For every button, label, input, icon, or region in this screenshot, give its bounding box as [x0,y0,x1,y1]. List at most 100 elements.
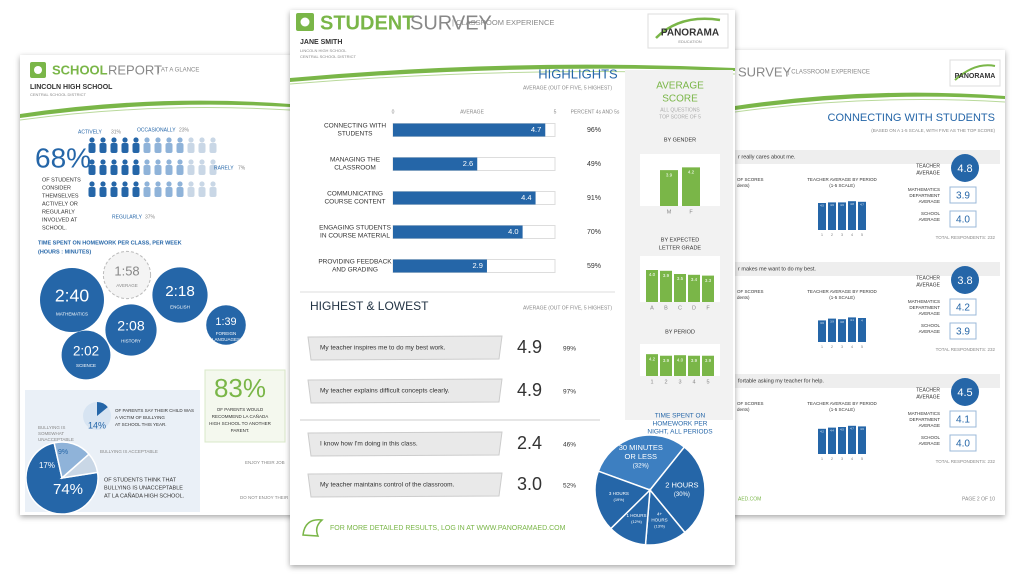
big-stat: 83% [214,373,266,403]
pie-label: 1 HOURS [626,513,646,518]
person-head [199,181,205,187]
district-name: CENTRAL SCHOOL DISTRICT [30,92,86,97]
bar [646,270,658,302]
bar [660,270,672,302]
sidebar-sub: TOP SCORE OF 5 [659,114,701,120]
score-label: SCHOOL [921,323,941,328]
person-head [210,159,216,165]
person-body [154,143,162,153]
score-box [949,322,977,340]
stat-text: CONSIDER [42,185,71,191]
stat-text: OF STUDENTS THINK THAT [104,477,177,483]
bar-category: 3 [841,344,844,349]
time-bubble [152,267,208,323]
pie-label: 3 HOURS [609,491,629,496]
bar-value: 3.9 [691,358,698,363]
item-score: 4.9 [517,337,542,357]
pie-label: BULLYING IS [38,425,65,430]
person-head [100,181,106,187]
bar-category: 4 [851,456,854,461]
person-body [88,143,96,153]
bar-category: 2 [831,344,834,349]
period-bar [828,427,836,454]
header-swoosh [290,64,735,82]
dept-score: 4.1 [956,415,970,426]
question-bar [735,262,1000,276]
sidebar-sub: ALL QUESTIONS [660,107,700,113]
axis-tick: 5 [554,109,557,115]
pie-label: 30 MINUTES [619,443,663,452]
person-body [143,187,151,197]
score-label: TEACHER [916,275,940,281]
question-bar [735,374,1000,388]
respondents: TOTAL RESPONDENTS: 232 [936,347,996,352]
person-body [165,143,173,153]
pie-value: (19%) [613,497,624,502]
score-box [949,434,977,452]
pie-label: HOURS [651,518,667,523]
bar-value: 4 [861,320,863,323]
question-text: r makes me want to do my best. [738,266,816,272]
stat-text: OF PARENTS WOULD [217,407,264,412]
bar-category: 3 [678,379,681,385]
score-box [949,298,977,316]
paper-strip [307,472,503,498]
person-head [111,137,117,143]
score-circle [951,378,979,406]
bar [393,157,478,171]
pie-value: (13%) [654,524,665,529]
period-bar [848,425,856,454]
person-head [122,137,128,143]
pie-value: 9% [58,449,68,456]
bar-value: 3.9 [663,273,670,278]
row-percent: 91% [587,195,601,202]
score-label: TEACHER [916,387,940,393]
logo-text: PANORAMA [955,73,996,80]
dept-score: 3.9 [956,191,970,202]
school-score: 4.0 [956,215,970,226]
teacher-name: JANE SMITH [300,39,342,46]
bar-category: 3 [841,456,844,461]
bar-value: 4.7 [531,125,541,134]
stat-text: THEMSELVES [42,193,79,199]
bar [702,355,714,376]
bar-category: 4 [692,379,695,385]
bar-value: 2.9 [473,261,483,270]
person-head [188,159,194,165]
bubble-label: FOREIGN [216,331,237,336]
score-label: MATHEMATICS [908,299,940,304]
question-text: r really cares about me. [738,154,796,160]
row-label: STUDENTS [337,131,373,138]
pie-slice [597,434,686,491]
score-label: DEPARTMENT [909,305,940,310]
axis-tick: 0 [392,109,395,115]
page-subtitle: | CLASSROOM EXPERIENCE [788,70,870,76]
item-text: My teacher maintains control of the clas… [320,482,455,489]
score-label: SCHOOL [921,435,941,440]
school-name: LINCOLN HIGH SCHOOL [300,48,347,53]
item-score: 2.4 [517,433,542,453]
bar-category: D [692,305,696,311]
pie-slice [594,470,652,530]
section-title: (HOURS : MINUTES) [38,249,91,255]
person-head [122,181,128,187]
bar-value: 4.2 [820,430,824,433]
stat-text: BULLYING IS UNACCEPTABLE [104,485,183,491]
period-bar [848,317,856,342]
item-score: 3.0 [517,474,542,494]
bar-value: 2.6 [463,159,473,168]
pie-slice [59,453,99,480]
stat-box [204,369,286,443]
row-label: AND GRADING [332,267,378,274]
score-box [949,186,977,204]
respondents: TOTAL RESPONDENTS: 232 [936,459,996,464]
section-subtitle: AVERAGE (OUT OF FIVE, 5 HIGHEST) [523,85,612,91]
bar-value: 4.4 [830,429,834,432]
row-percent: 59% [587,263,601,270]
person-head [177,181,183,187]
bar [674,355,686,376]
person-head [100,137,106,143]
period-bar [828,318,836,342]
group-label: REGULARLY [112,214,143,220]
pie-value: 74% [53,481,83,498]
